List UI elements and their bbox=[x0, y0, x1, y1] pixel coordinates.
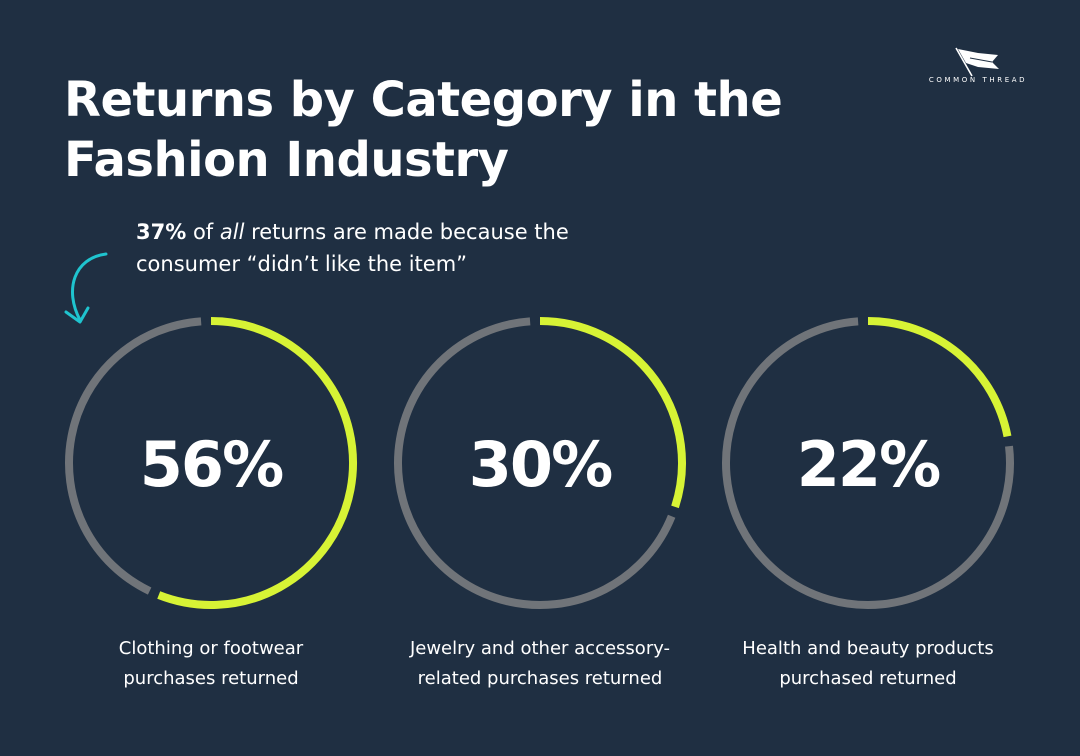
donut-2-track bbox=[394, 317, 676, 610]
donut-1-track bbox=[65, 317, 202, 595]
chart-label-2-line-1: Jewelry and other accessory- bbox=[409, 638, 671, 659]
chart-label-1-line-2: purchases returned bbox=[123, 668, 299, 689]
donut-2-value-arc bbox=[539, 317, 686, 509]
callout-pre: of bbox=[186, 220, 220, 244]
callout-text: 37% of all returns are made because the … bbox=[136, 216, 696, 280]
chart-label-2: Jewelry and other accessory- related pur… bbox=[390, 634, 690, 694]
donut-1-value-arc bbox=[157, 317, 357, 609]
brand-logo: COMMON THREAD bbox=[920, 46, 1036, 88]
callout-emphasis: all bbox=[219, 220, 245, 244]
donut-3-value-arc bbox=[867, 317, 1012, 438]
curved-arrow-icon bbox=[64, 252, 108, 324]
chart-label-3-line-1: Health and beauty products bbox=[742, 638, 994, 659]
chart-label-1-line-1: Clothing or footwear bbox=[118, 638, 304, 659]
chart-label-3-line-2: purchased returned bbox=[779, 668, 957, 689]
callout-percent: 37% bbox=[136, 220, 187, 244]
title-line-1: Returns by Category in the bbox=[64, 72, 783, 128]
callout-post: returns are made because the bbox=[244, 220, 569, 244]
chart-label-3: Health and beauty products purchased ret… bbox=[718, 634, 1018, 694]
brand-name: COMMON THREAD bbox=[928, 76, 1028, 84]
callout-line-2: consumer “didn’t like the item” bbox=[136, 252, 468, 276]
donut-3-percent: 22% bbox=[797, 428, 940, 501]
title-line-2: Fashion Industry bbox=[64, 132, 509, 188]
chart-label-1: Clothing or footwear purchases returned bbox=[61, 634, 361, 694]
donut-2-percent: 30% bbox=[469, 428, 612, 501]
page-title: Returns by Category in the Fashion Indus… bbox=[64, 70, 824, 190]
callout-line-1: 37% of all returns are made because the bbox=[136, 216, 696, 248]
donut-3-track bbox=[722, 317, 1014, 609]
chart-label-2-line-2: related purchases returned bbox=[417, 668, 663, 689]
donut-1-percent: 56% bbox=[140, 428, 283, 501]
flag-icon bbox=[955, 47, 999, 77]
